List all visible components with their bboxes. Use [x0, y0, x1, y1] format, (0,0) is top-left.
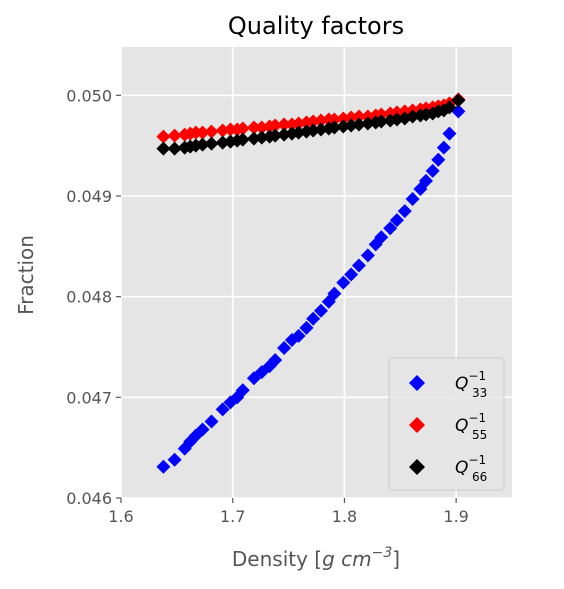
data-point-q33 [195, 422, 210, 437]
data-point-q33 [215, 402, 230, 417]
x-tick-label: 1.8 [332, 507, 357, 526]
data-point-q33 [277, 341, 292, 356]
y-tick-label: 0.046 [66, 489, 112, 508]
data-point-q33 [156, 459, 171, 474]
data-point-q55 [246, 120, 261, 135]
data-point-q33 [235, 383, 250, 398]
data-point-q66 [195, 137, 210, 152]
data-point-q33 [336, 275, 351, 290]
y-tick-label: 0.047 [66, 388, 112, 407]
data-point-q33 [204, 414, 219, 429]
legend-marker-q66 [409, 459, 425, 475]
data-point-q33 [374, 230, 389, 245]
data-point-q33 [360, 248, 375, 263]
data-points [156, 92, 466, 474]
data-point-q55 [204, 124, 219, 139]
data-point-q66 [442, 100, 457, 115]
data-point-q33 [383, 221, 398, 236]
data-point-q55 [235, 121, 250, 136]
x-axis-label-prefix: Density [ [232, 547, 322, 571]
data-point-q33 [344, 267, 359, 282]
x-axis-label-sup: −3 [372, 545, 393, 561]
data-point-q66 [351, 117, 366, 132]
legend: Q−1 33 Q−1 55 Q−1 66 [388, 357, 505, 491]
data-point-q55 [268, 118, 283, 133]
data-point-q33 [442, 126, 457, 141]
data-point-q55 [351, 109, 366, 124]
data-point-q33 [167, 452, 182, 467]
y-tick-label: 0.048 [66, 288, 112, 307]
x-axis-label: Density [g cm−3] [232, 545, 400, 571]
y-tick-label: 0.049 [66, 187, 112, 206]
data-point-q33 [313, 303, 328, 318]
x-tick-label: 1.9 [443, 507, 468, 526]
x-axis-label-suffix: ] [392, 547, 400, 571]
legend-marker-q33 [409, 375, 425, 391]
data-point-q33 [431, 152, 446, 167]
data-point-q66 [204, 136, 219, 151]
data-point-q33 [397, 204, 412, 219]
data-point-q66 [451, 93, 466, 108]
data-point-q33 [425, 163, 440, 178]
data-point-q33 [291, 328, 306, 343]
data-point-q55 [195, 125, 210, 140]
data-point-q66 [167, 141, 182, 156]
data-point-q33 [351, 258, 366, 273]
data-point-q33 [327, 286, 342, 301]
y-axis-label: Fraction [14, 235, 38, 315]
legend-label-q66: Q−1 66 [455, 453, 487, 484]
data-point-q55 [277, 117, 292, 132]
data-point-q66 [235, 132, 250, 147]
axis-ticks: 1.6 1.7 1.8 1.9 0.046 0.047 0.048 0.049 0.050 [66, 86, 469, 526]
x-axis-label-var: g cm [322, 547, 372, 571]
x-tick-label: 1.6 [108, 507, 133, 526]
legend-label-q33: Q−1 33 [455, 369, 487, 400]
data-point-q33 [405, 192, 420, 207]
data-point-q66 [327, 120, 342, 135]
data-point-q66 [374, 114, 389, 129]
data-point-q55 [327, 112, 342, 127]
legend-marker-q55 [409, 417, 425, 433]
y-tick-label: 0.050 [66, 86, 112, 105]
data-point-q66 [156, 141, 171, 156]
data-point-q33 [306, 311, 321, 326]
data-point-q66 [268, 128, 283, 143]
legend-label-q55: Q−1 55 [455, 411, 487, 442]
data-point-q33 [389, 213, 404, 228]
data-point-q33 [299, 320, 314, 335]
legend-box [388, 357, 505, 491]
data-point-q55 [167, 128, 182, 143]
data-point-q55 [156, 129, 171, 144]
x-tick-label: 1.7 [220, 507, 245, 526]
data-point-q33 [418, 173, 433, 188]
data-point-q33 [268, 353, 283, 368]
chart-title: Quality factors [228, 12, 404, 40]
data-point-q33 [436, 140, 451, 155]
